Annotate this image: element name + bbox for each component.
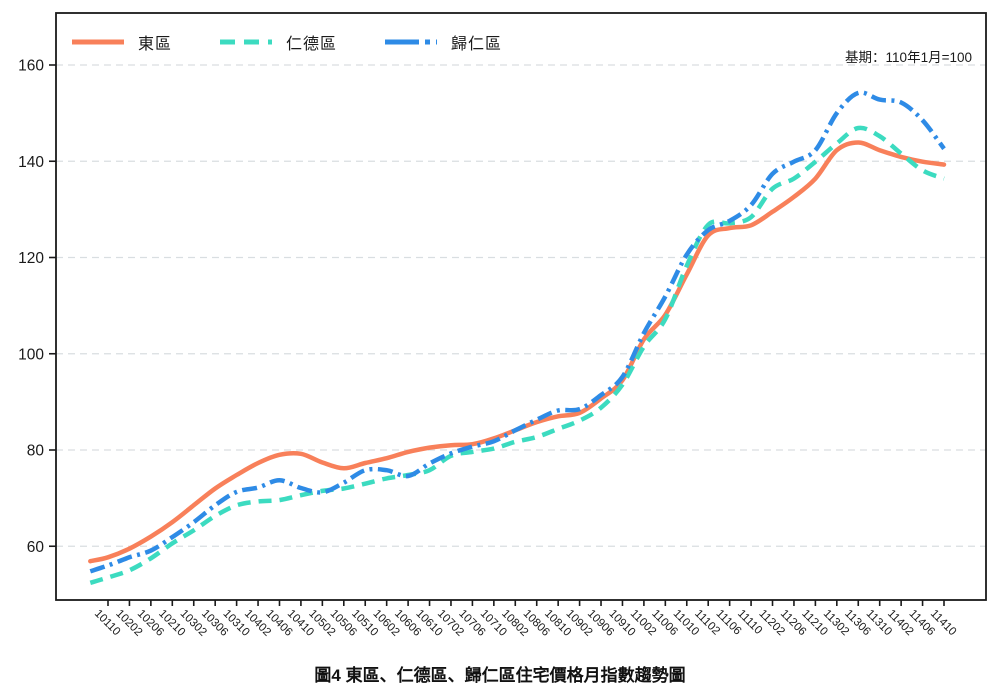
series-line-0: [88, 140, 947, 564]
svg-text:120: 120: [18, 250, 44, 267]
east-line-sample-icon: [72, 39, 124, 45]
legend-item-east: 東區: [70, 30, 172, 54]
series-line-2: [89, 90, 946, 574]
svg-text:80: 80: [27, 443, 45, 460]
svg-text:140: 140: [18, 154, 44, 171]
rende-line-sample-icon: [220, 39, 273, 45]
gridlines: [56, 64, 986, 547]
guiren-line-sample-icon: [385, 39, 438, 45]
base-period-note: 基期：110年1月=100: [845, 50, 972, 65]
legend-label-guiren: 歸仁區: [451, 36, 503, 53]
svg-text:60: 60: [27, 539, 45, 556]
svg-text:160: 160: [18, 58, 44, 75]
series-line-1: [89, 125, 945, 585]
figure-caption: 圖4 東區、仁德區、歸仁區住宅價格月指數趨勢圖: [314, 666, 686, 685]
legend-label-east: 東區: [138, 36, 173, 53]
legend-label-rende: 仁德區: [286, 36, 338, 53]
y-tick-labels: 60 80 100 120 140 160: [18, 58, 44, 556]
plot-border: [55, 12, 987, 601]
legend: 東區 仁德區 歸仁區: [70, 30, 502, 54]
legend-item-guiren: 歸仁區: [383, 30, 502, 54]
series-lines: [88, 90, 947, 585]
svg-text:100: 100: [18, 346, 44, 363]
legend-item-rende: 仁德區: [218, 30, 337, 54]
axis-ticks: [49, 64, 945, 606]
x-tick-labels: 1011010202102061021010302103061031010402…: [92, 608, 959, 639]
